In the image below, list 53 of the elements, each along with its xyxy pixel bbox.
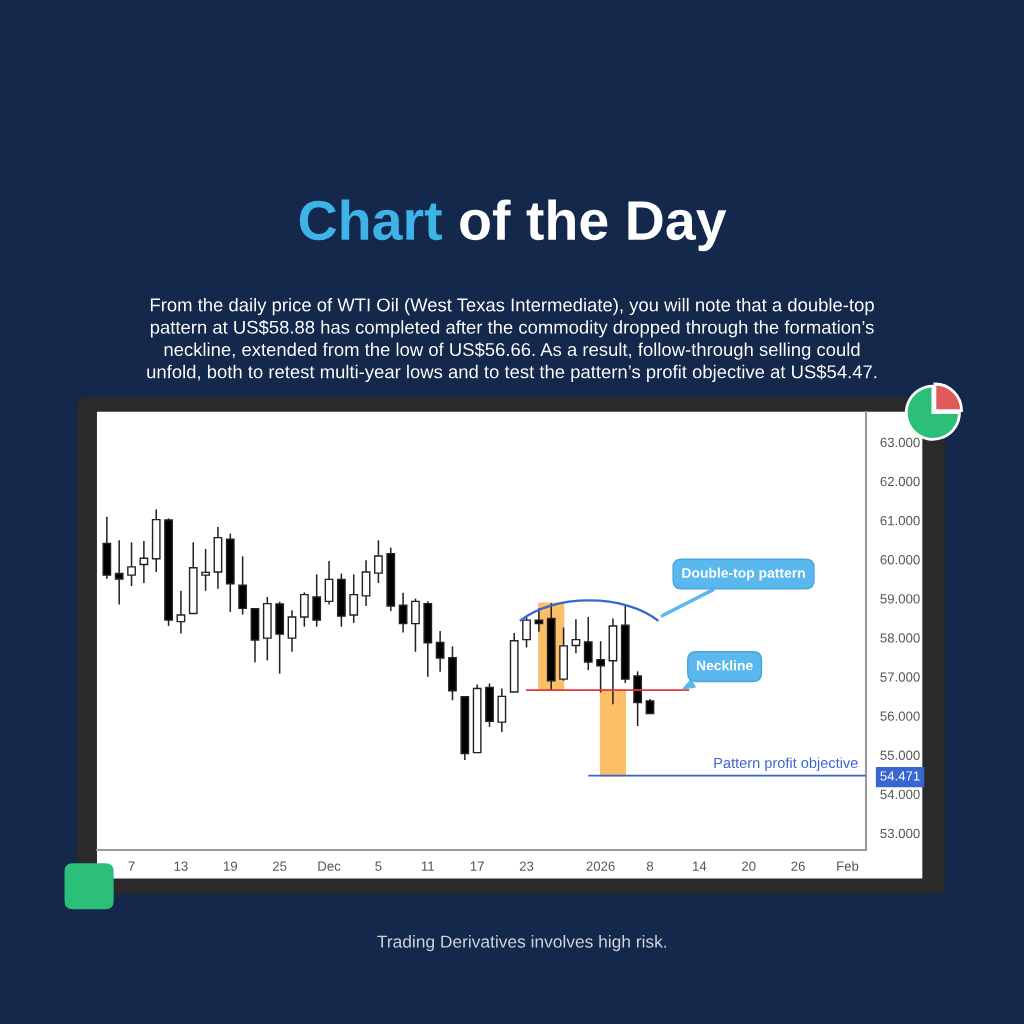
candlestick [312,573,322,628]
candlestick [324,560,334,606]
y-tick-label: 54.000 [880,789,920,800]
candlestick [571,618,581,655]
candlestick [534,607,544,633]
y-tick-label: 57.000 [880,672,920,682]
y-tick-label: 62.000 [880,476,920,487]
y-tick-label: 56.000 [880,711,920,721]
candlestick [176,589,186,635]
candlestick [522,616,531,649]
candlestick [374,539,383,584]
x-tick-label: 17 [470,861,484,871]
annotation: Double-top pattern [682,567,805,581]
candlestick [411,597,420,653]
candlestick [114,539,124,606]
candlestick [238,555,248,616]
y-tick-label: 61.000 [880,515,920,526]
x-tick-label: Dec [318,861,341,871]
y-tick-label: 53.000 [880,828,920,839]
x-tick-label: 20 [742,861,756,871]
x-tick-label: 23 [519,861,534,871]
y-tick-label: 59.000 [880,594,920,604]
candlestick [299,591,309,628]
y-tick-label: 54.471 [880,771,920,781]
y-tick-label: 63.000 [880,437,920,448]
candlestick [596,640,606,694]
y-tick-label: 58.000 [880,633,920,643]
x-tick-label: 11 [421,861,434,871]
candlestick [201,548,210,592]
candlestick [139,540,149,584]
candlestick [361,559,371,607]
candlestick [583,616,593,671]
candlestick [287,609,297,653]
x-tick-label: Feb [837,861,859,871]
x-tick-label: 14 [693,861,707,871]
x-tick-label: 19 [223,861,237,871]
text: Trading Derivatives involves high risk. [377,935,667,952]
x-tick-label: 5 [375,861,382,871]
candlestick [349,573,359,624]
x-tick-label: 26 [791,861,805,871]
x-tick-label: 13 [174,861,188,871]
x-tick-label: 2026 [586,861,615,871]
x-tick-label: 8 [646,861,654,871]
y-tick-label: 55.000 [880,750,920,760]
x-tick-label: 7 [128,861,135,871]
chart-title: Chart of the Day [299,199,727,252]
chart-subtitle: From the daily price of WTI Oil (West Texas Intermediate), you will note that a double-top pattern at US$58.88 has completed after the commodity dropped through the formation’s neckline, extended from the low of US$56.66. As a result, follow-through selling could unfold, both to retest multi-year lows and to test the pattern’s profit objective at US$54.47. [147,297,877,383]
x-tick-label: 25 [272,861,287,871]
candlestick [127,541,136,587]
candlestick [435,630,445,673]
y-tick-label: 60.000 [880,555,920,565]
ref-line-label: Neckline [696,660,753,671]
ref-line-label: Pattern profit objective [714,757,858,771]
